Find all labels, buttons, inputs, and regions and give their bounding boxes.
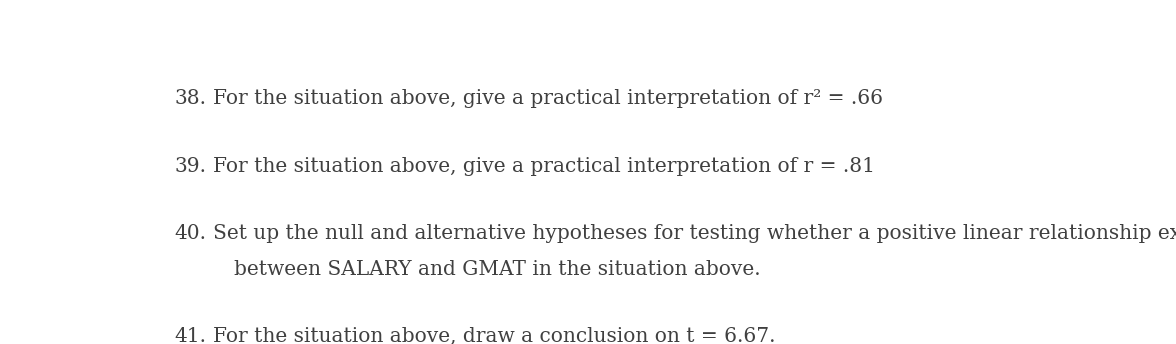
Text: 38.: 38. (174, 89, 206, 108)
Text: For the situation above, draw a conclusion on t = 6.67.: For the situation above, draw a conclusi… (213, 327, 775, 344)
Text: between SALARY and GMAT in the situation above.: between SALARY and GMAT in the situation… (234, 260, 760, 279)
Text: 41.: 41. (174, 327, 206, 344)
Text: 40.: 40. (174, 224, 206, 243)
Text: 39.: 39. (174, 157, 206, 175)
Text: Set up the null and alternative hypotheses for testing whether a positive linear: Set up the null and alternative hypothes… (213, 224, 1176, 243)
Text: For the situation above, give a practical interpretation of r² = .66: For the situation above, give a practica… (213, 89, 883, 108)
Text: For the situation above, give a practical interpretation of r = .81: For the situation above, give a practica… (213, 157, 875, 175)
